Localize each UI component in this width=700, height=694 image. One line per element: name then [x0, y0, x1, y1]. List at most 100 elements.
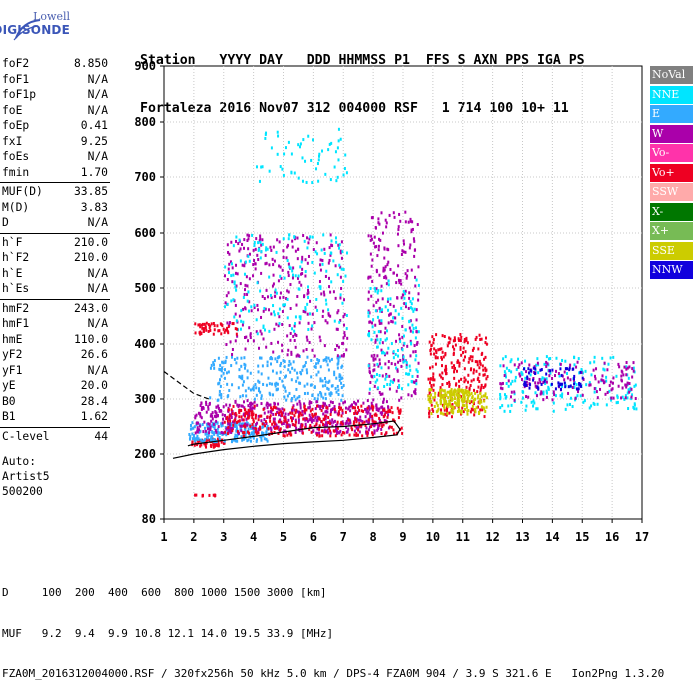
- data-point: [200, 401, 203, 405]
- data-point: [501, 404, 504, 408]
- data-point: [318, 424, 321, 428]
- param-key: hmE: [2, 332, 23, 346]
- data-point: [209, 396, 212, 400]
- data-point: [402, 358, 405, 362]
- data-point: [249, 424, 252, 428]
- data-point: [485, 336, 488, 340]
- data-point: [458, 398, 461, 402]
- data-point: [345, 313, 348, 317]
- data-point: [283, 434, 286, 438]
- data-point: [296, 276, 299, 280]
- data-point: [412, 350, 415, 354]
- data-point: [438, 347, 441, 351]
- data-point: [265, 437, 268, 441]
- data-point: [378, 362, 381, 366]
- data-point: [338, 406, 341, 410]
- data-point: [202, 430, 205, 434]
- data-point: [458, 400, 461, 404]
- data-point: [555, 369, 558, 373]
- data-point: [551, 376, 554, 380]
- data-point: [262, 325, 265, 329]
- data-point: [241, 404, 244, 408]
- data-point: [237, 405, 240, 409]
- legend-item: E: [650, 105, 693, 123]
- data-point: [408, 372, 411, 376]
- data-point: [371, 431, 374, 435]
- data-point: [287, 412, 290, 416]
- data-point: [297, 410, 300, 414]
- data-point: [219, 322, 222, 326]
- data-point: [256, 281, 259, 285]
- data-point: [482, 368, 485, 372]
- data-point: [465, 336, 468, 340]
- data-point: [400, 396, 403, 400]
- data-point: [480, 337, 483, 341]
- data-point: [305, 417, 308, 421]
- data-point: [479, 337, 482, 341]
- data-point: [604, 392, 607, 396]
- data-point: [200, 443, 203, 447]
- data-point: [203, 426, 206, 430]
- data-point: [272, 412, 275, 416]
- data-point: [453, 370, 456, 374]
- data-point: [359, 415, 362, 419]
- data-point: [297, 176, 300, 180]
- data-point: [327, 313, 330, 317]
- data-point: [481, 364, 484, 368]
- data-point: [314, 365, 317, 369]
- data-point: [462, 410, 465, 414]
- data-point: [265, 261, 268, 265]
- data-point: [282, 237, 285, 241]
- data-point: [294, 418, 297, 422]
- data-point: [246, 284, 249, 288]
- legend-item: Vo-: [650, 144, 693, 162]
- data-point: [374, 289, 377, 293]
- data-point: [404, 305, 407, 309]
- data-point: [248, 409, 251, 413]
- data-point: [525, 404, 528, 408]
- data-point: [380, 309, 383, 313]
- data-point: [454, 389, 457, 393]
- data-point: [294, 322, 297, 326]
- data-point: [263, 306, 266, 310]
- data-point: [585, 383, 588, 387]
- data-point: [379, 338, 382, 342]
- data-point: [482, 394, 485, 398]
- data-point: [269, 293, 272, 297]
- bottom-info: D 100 200 400 600 800 1000 1500 3000 [km…: [2, 559, 664, 694]
- data-point: [457, 403, 460, 407]
- data-point: [561, 395, 564, 399]
- data-point: [199, 412, 202, 416]
- data-point: [574, 396, 577, 400]
- data-point: [239, 424, 242, 428]
- data-point: [404, 359, 407, 363]
- y-tick-label: 300: [134, 392, 156, 406]
- data-point: [242, 437, 245, 441]
- data-point: [414, 336, 417, 340]
- data-point: [291, 406, 294, 410]
- data-point: [625, 360, 628, 364]
- data-point: [295, 379, 298, 383]
- data-point: [224, 328, 227, 332]
- data-point: [225, 343, 228, 347]
- data-point: [370, 216, 373, 220]
- data-point: [392, 316, 395, 320]
- data-point: [371, 419, 374, 423]
- data-point: [314, 412, 317, 416]
- data-point: [210, 363, 213, 367]
- data-point: [226, 382, 229, 386]
- data-point: [272, 263, 275, 267]
- data-point: [447, 341, 450, 345]
- data-point: [255, 393, 258, 397]
- data-point: [301, 368, 304, 372]
- data-point: [208, 493, 211, 497]
- data-point: [288, 359, 291, 363]
- data-point: [370, 294, 373, 298]
- data-point: [354, 411, 357, 415]
- data-point: [499, 364, 502, 368]
- data-point: [373, 286, 376, 290]
- data-point: [307, 254, 310, 258]
- data-point: [379, 238, 382, 242]
- data-point: [279, 274, 282, 278]
- data-point: [279, 364, 282, 368]
